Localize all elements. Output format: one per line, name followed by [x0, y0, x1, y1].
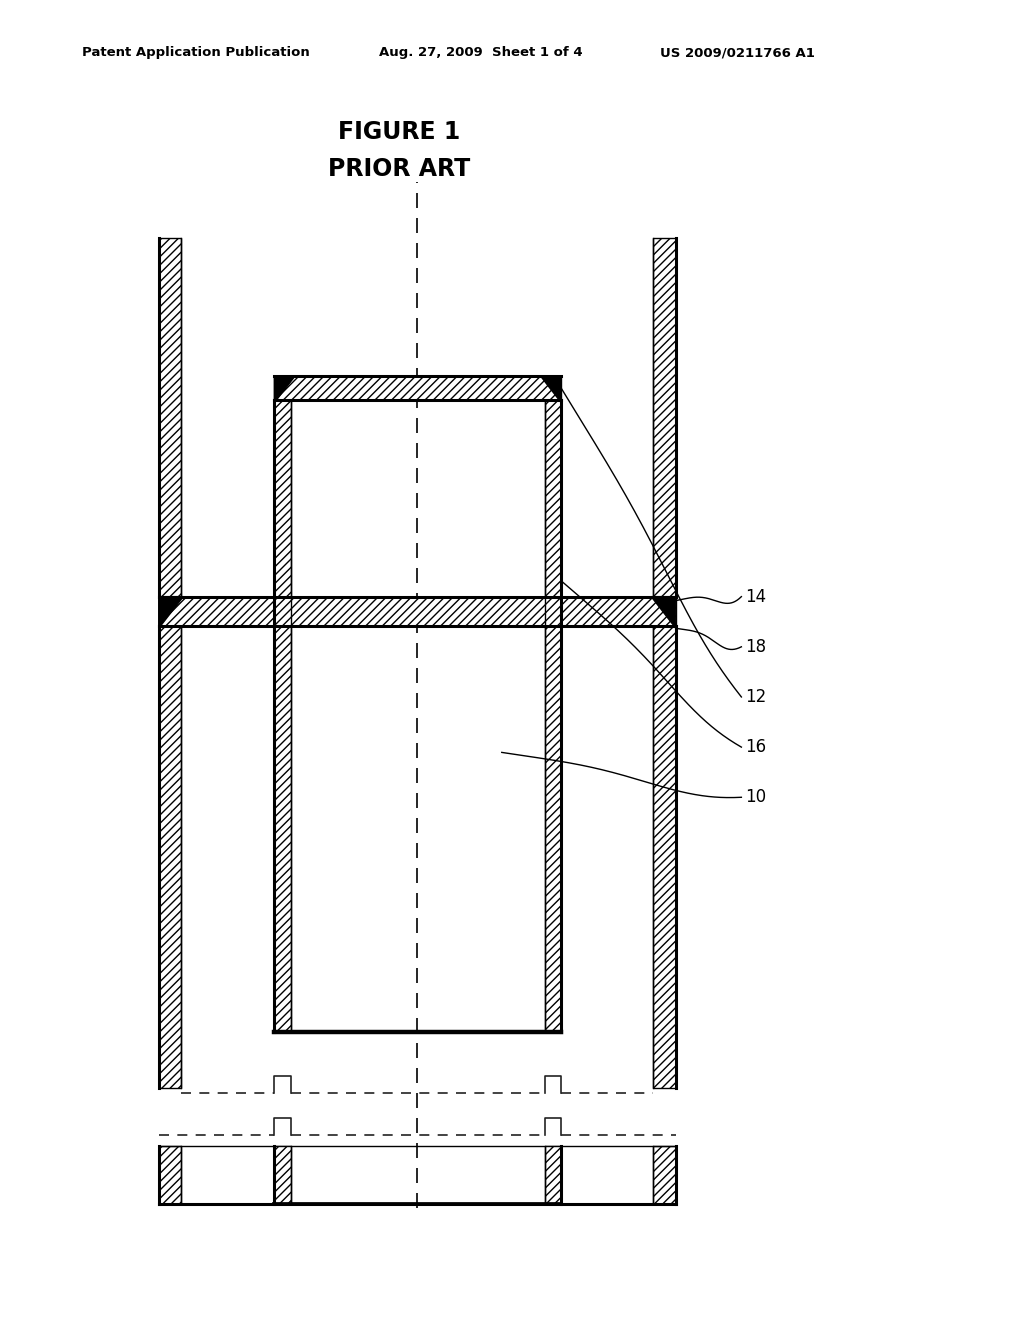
Text: 14: 14 [745, 587, 767, 606]
Bar [653, 1146, 676, 1204]
Text: 18: 18 [745, 638, 767, 656]
Text: 16: 16 [745, 738, 767, 756]
Bar [653, 238, 676, 597]
Bar [159, 597, 676, 626]
Bar [159, 238, 181, 597]
Bar [545, 400, 561, 1032]
Polygon shape [651, 597, 676, 628]
Text: US 2009/0211766 A1: US 2009/0211766 A1 [660, 46, 815, 59]
Text: Patent Application Publication: Patent Application Publication [82, 46, 309, 59]
Bar [274, 400, 291, 1032]
Bar [274, 376, 561, 400]
Text: 10: 10 [745, 788, 767, 807]
Bar [545, 1146, 561, 1204]
Bar [159, 1146, 181, 1204]
Polygon shape [274, 376, 295, 403]
Text: Aug. 27, 2009  Sheet 1 of 4: Aug. 27, 2009 Sheet 1 of 4 [379, 46, 583, 59]
Bar [274, 1146, 291, 1204]
Text: PRIOR ART: PRIOR ART [329, 157, 470, 181]
Polygon shape [159, 597, 183, 628]
Text: 12: 12 [745, 688, 767, 706]
Bar [159, 626, 181, 1088]
Polygon shape [541, 376, 561, 403]
Text: FIGURE 1: FIGURE 1 [338, 120, 461, 144]
Bar [653, 626, 676, 1088]
